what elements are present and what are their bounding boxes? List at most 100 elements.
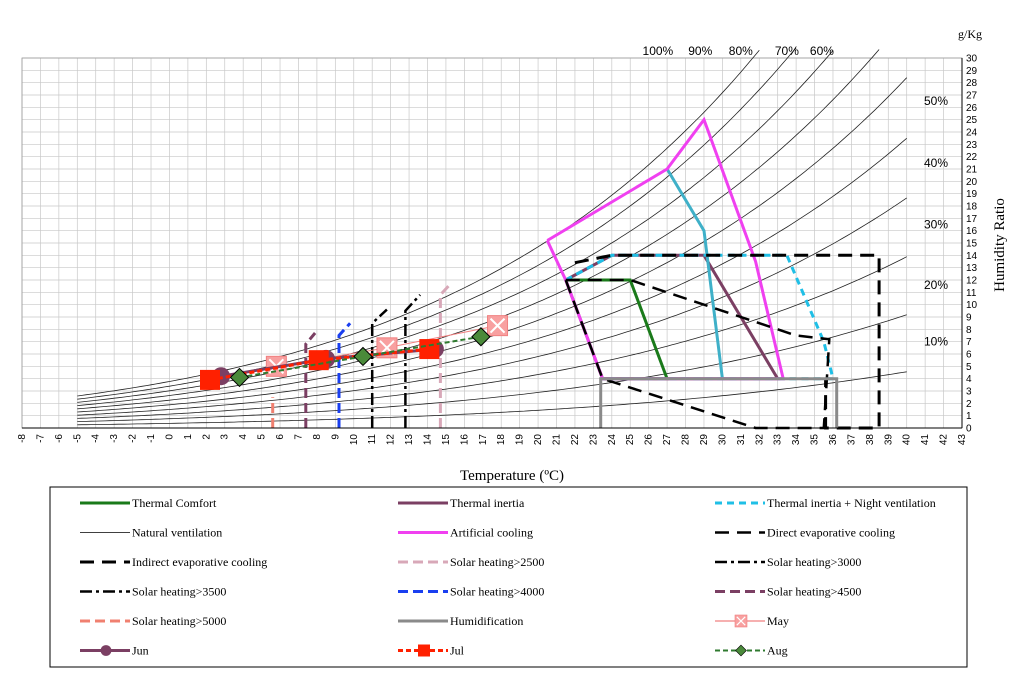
legend-marker	[100, 645, 112, 656]
legend-label: Humidification	[450, 614, 523, 628]
x-tick-label: -3	[109, 434, 120, 443]
x-tick-label: 36	[828, 434, 839, 446]
legend-label: May	[767, 614, 789, 628]
legend-label: Natural ventilation	[132, 526, 222, 540]
legend-label: Solar heating>3500	[132, 585, 226, 599]
x-tick-label: 37	[846, 434, 857, 446]
data-point	[200, 369, 220, 390]
rh-curve	[77, 197, 907, 416]
x-tick-label: 12	[386, 434, 397, 446]
x-tick-label: 14	[422, 434, 433, 446]
legend-entry: Thermal inertia	[398, 496, 525, 510]
x-tick-label: 26	[644, 434, 655, 446]
legend-entry: May	[715, 614, 789, 628]
y-tick-label: 24	[966, 128, 978, 139]
x-tick-label: 40	[902, 434, 913, 446]
legend-label: Artificial cooling	[450, 526, 533, 540]
y-tick-label: 7	[966, 337, 972, 348]
grid	[21, 57, 963, 429]
legend-marker-shape	[100, 645, 112, 656]
legend-label: Jul	[450, 644, 465, 658]
y-tick-label: 14	[966, 251, 978, 262]
legend-label: Aug	[767, 644, 788, 658]
series-humidification	[599, 377, 839, 428]
x-tick-label: 0	[164, 434, 175, 440]
series-jul	[200, 339, 440, 390]
x-tick-label: 2	[201, 434, 212, 440]
x-tick-label: 4	[238, 434, 249, 440]
x-tick-label: -8	[17, 434, 28, 443]
series-solar-heating-4500	[304, 332, 317, 428]
legend-marker	[735, 644, 747, 657]
legend-label: Solar heating>4000	[450, 585, 544, 599]
legend-entry: Jul	[398, 644, 465, 658]
y-tick-label: 17	[966, 214, 978, 225]
rh-label: 70%	[775, 44, 799, 58]
rh-label: 80%	[729, 44, 753, 58]
data-point	[353, 346, 373, 367]
series-artificial-cooling	[545, 116, 786, 381]
x-tick-label: 39	[883, 434, 894, 446]
x-tick-label: 30	[717, 434, 728, 446]
legend-entry: Solar heating>4000	[398, 585, 544, 599]
y-tick-label: 6	[966, 350, 972, 361]
series-line	[304, 332, 317, 428]
legend-entry: Artificial cooling	[398, 526, 533, 540]
legend-entry: Solar heating>2500	[398, 555, 544, 569]
y-tick-label: 15	[966, 239, 978, 250]
series-line	[239, 335, 482, 379]
x-tick-label: 29	[699, 434, 710, 446]
legend-entry: Solar heating>4500	[715, 585, 861, 599]
y-tick-label: 3	[966, 387, 972, 398]
rh-label: 20%	[924, 278, 948, 292]
x-tick-label: 1	[183, 434, 194, 440]
legend-marker-shape	[735, 644, 747, 657]
rh-label: 90%	[688, 44, 712, 58]
rh-label: 40%	[924, 156, 948, 170]
series-line	[404, 293, 422, 428]
x-tick-label: -5	[72, 434, 83, 443]
x-tick-label: 11	[367, 434, 378, 445]
rh-label: 10%	[924, 335, 948, 349]
legend-marker-shape	[734, 614, 748, 628]
data-point	[308, 350, 329, 371]
rh-curve	[77, 47, 797, 400]
x-tick-label: 28	[681, 434, 692, 446]
legend-entry: Thermal inertia + Night ventilation	[715, 496, 936, 510]
rh-curve	[77, 371, 907, 426]
x-tick-label: 42	[939, 434, 950, 446]
x-tick-label: 16	[459, 434, 470, 446]
legend-entry: Solar heating>5000	[80, 614, 226, 628]
x-tick-label: 25	[625, 434, 636, 446]
x-tick-label: 34	[791, 434, 802, 446]
series-line	[370, 308, 388, 428]
x-tick-label: -6	[54, 434, 65, 443]
y-tick-label: 1	[966, 411, 972, 422]
rh-label: 30%	[924, 218, 948, 232]
data-series	[200, 116, 881, 430]
y-tick-label: 5	[966, 362, 972, 373]
legend-entry: Thermal Comfort	[80, 496, 217, 510]
legend-marker-shape	[418, 644, 430, 657]
legend-entry: Indirect evaporative cooling	[80, 555, 267, 569]
series-solar-heating-3500	[370, 308, 388, 428]
x-tick-label: 5	[257, 434, 268, 440]
series-line	[545, 116, 786, 381]
x-tick-label: 19	[515, 434, 526, 446]
relative-humidity-curves: 100% 90% 80% 70% 60% 50% 40% 30% 20% 10%	[77, 44, 948, 426]
x-tick-label: 35	[810, 434, 821, 446]
x-tick-label: -2	[128, 434, 139, 443]
y-tick-label: 22	[966, 152, 978, 163]
rh-curve	[77, 137, 907, 413]
series-solar-heating-3000	[404, 293, 422, 428]
series-line	[574, 253, 881, 430]
y-axis-unit: g/Kg	[958, 27, 982, 41]
x-tick-label: 24	[607, 434, 618, 446]
rh-label: 100%	[643, 44, 674, 58]
x-tick-label: 20	[533, 434, 544, 446]
rh-label: 50%	[924, 94, 948, 108]
series-line	[665, 168, 724, 379]
data-point	[229, 367, 250, 388]
x-tick-label: 41	[920, 434, 931, 446]
x-axis-title: Temperature (ºC)	[460, 468, 564, 484]
